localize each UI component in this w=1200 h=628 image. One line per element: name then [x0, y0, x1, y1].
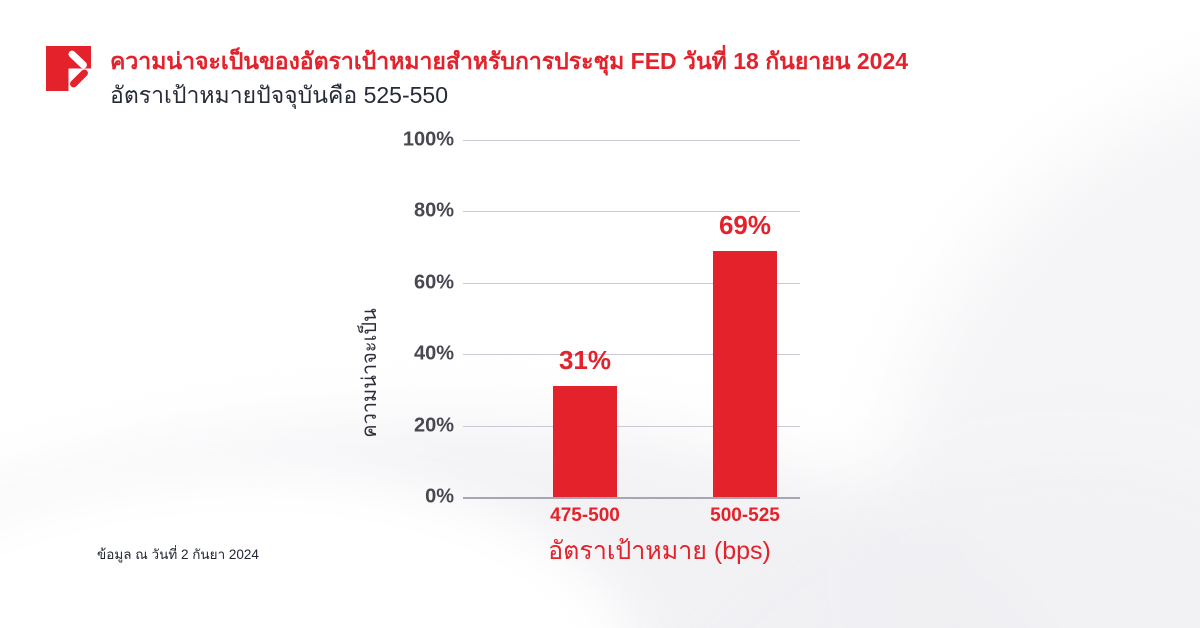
bar-500-525 [713, 250, 777, 497]
gridline-20 [463, 425, 800, 427]
gridline-40 [463, 354, 800, 356]
bar-value-label: 31% [558, 345, 612, 376]
gridline-0 [463, 497, 800, 499]
title-text: ความน่าจะเป็นของอัตราเป้าหมายสำหรับการปร… [110, 48, 631, 74]
y-tick-label: 80% [413, 199, 454, 222]
plot-area: 31% 69% [463, 140, 800, 499]
y-tick-label: 40% [413, 342, 454, 365]
y-tick-label: 20% [413, 414, 454, 437]
title-text: กันยายน [758, 48, 857, 74]
y-tick-label: 0% [425, 485, 454, 508]
title-text: วันที่ [676, 48, 734, 74]
title-text-bold: FED [630, 48, 677, 74]
chart-subtitle: อัตราเป้าหมายปัจจุบันคือ 525-550 [110, 82, 448, 108]
title-text-bold: 18 [733, 48, 759, 74]
chart-title: ความน่าจะเป็นของอัตราเป้าหมายสำหรับการปร… [110, 46, 908, 76]
x-tick-label: 500-525 [710, 505, 780, 526]
gridline-100 [463, 140, 800, 141]
y-tick-label: 100% [402, 128, 454, 151]
finnomena-arrow-logo [46, 46, 91, 91]
data-as-of-footnote: ข้อมูล ณ วันที่ 2 กันยา 2024 [97, 547, 259, 562]
y-axis-title: ความน่าจะเป็น [359, 308, 381, 438]
y-tick-label: 60% [413, 271, 454, 294]
bar-475-500 [553, 386, 617, 497]
x-axis-title: อัตราเป้าหมาย (bps) [548, 537, 771, 565]
bar-value-label: 69% [718, 209, 772, 240]
gridline-60 [463, 282, 800, 284]
title-text-bold: 2024 [856, 48, 909, 74]
x-axis: 475-500 500-525 [463, 497, 800, 529]
gridline-80 [463, 211, 800, 213]
x-tick-label: 475-500 [550, 505, 620, 526]
